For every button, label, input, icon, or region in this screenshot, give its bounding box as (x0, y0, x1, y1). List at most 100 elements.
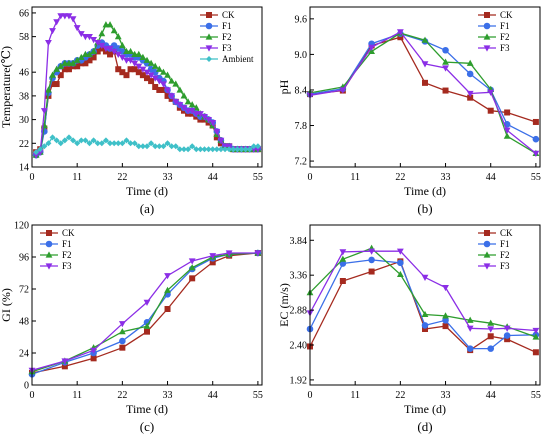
data-point (164, 306, 171, 312)
legend-marker (483, 22, 491, 30)
data-point (143, 56, 151, 63)
legend-label: CK (222, 10, 235, 20)
data-point (160, 68, 167, 75)
data-point (160, 143, 167, 150)
data-point (73, 25, 81, 32)
legend-label: F3 (222, 43, 232, 53)
data-point (118, 328, 126, 335)
data-point (152, 143, 159, 150)
x-tick-label: 11 (72, 390, 82, 401)
data-point (65, 13, 73, 20)
y-tick-label: 24 (19, 349, 29, 360)
data-point (98, 30, 106, 37)
y-tick-label: 14 (19, 163, 29, 174)
data-point (180, 105, 188, 112)
legend-item-f2: F2 (478, 250, 510, 260)
data-point (397, 34, 404, 41)
legend-marker (45, 251, 53, 258)
data-point (180, 92, 188, 99)
data-point (131, 66, 138, 73)
x-tick-label: 55 (253, 172, 263, 183)
x-tick-label: 22 (395, 172, 405, 183)
data-point (368, 248, 376, 255)
data-point (532, 333, 540, 340)
data-point (139, 143, 146, 150)
data-point (254, 146, 262, 153)
data-point (172, 143, 179, 150)
y-tick-label: 96 (19, 253, 29, 264)
data-point (119, 140, 126, 147)
data-point (396, 270, 404, 278)
data-point (119, 69, 126, 76)
plot-frame (309, 6, 541, 168)
legend-item-f1: F1 (478, 239, 510, 249)
data-point (421, 61, 429, 68)
data-point (114, 51, 122, 59)
data-point (49, 28, 56, 35)
data-point (442, 87, 449, 94)
y-tick-label: 58 (19, 32, 29, 43)
data-point (230, 146, 237, 153)
data-point (421, 36, 429, 43)
data-point (139, 66, 147, 73)
data-point (119, 337, 126, 345)
legend-label: F2 (62, 250, 72, 260)
legend-label: F1 (500, 239, 510, 249)
y-tick-label: 120 (14, 221, 29, 232)
legend-marker (206, 12, 212, 18)
data-point (86, 50, 93, 58)
x-tick-label: 55 (531, 172, 541, 183)
data-point (155, 65, 163, 72)
data-point (168, 143, 175, 150)
data-point (196, 111, 204, 118)
data-point (152, 84, 159, 90)
data-point (209, 253, 217, 260)
data-point (49, 71, 56, 78)
data-point (217, 137, 225, 144)
data-point (82, 60, 89, 67)
data-point (421, 310, 429, 318)
data-point (139, 72, 146, 79)
data-point (57, 140, 64, 147)
data-point (110, 48, 118, 56)
data-point (188, 101, 196, 108)
legend-label: F2 (222, 32, 232, 42)
legend-marker (483, 263, 491, 270)
data-point (339, 260, 347, 267)
data-point (422, 326, 428, 332)
data-point (61, 363, 68, 370)
data-point (90, 47, 98, 55)
y-tick-label: 9.0 (295, 50, 308, 61)
data-point (131, 140, 138, 147)
data-point (147, 59, 155, 66)
data-point (57, 62, 65, 69)
data-point (466, 70, 474, 78)
legend-item-ck: CK (478, 228, 513, 238)
data-point (118, 54, 126, 61)
data-point (147, 72, 155, 79)
data-point (213, 134, 220, 141)
data-point (127, 140, 134, 147)
data-point (98, 42, 106, 50)
panel-a: 0 11 22 33 44 55 14 22 30 38 46 58 66 Time (d) Tempera… (0, 6, 263, 216)
data-point (61, 137, 68, 144)
data-point (421, 274, 429, 281)
x-tick-label: 22 (395, 390, 405, 401)
data-point (532, 349, 539, 356)
data-point (487, 333, 494, 340)
data-point (209, 146, 216, 153)
series-ck (307, 258, 539, 356)
data-point (118, 41, 126, 49)
data-point (45, 86, 52, 93)
data-point (422, 79, 428, 86)
data-point (65, 66, 72, 73)
x-tick-label: 33 (163, 390, 173, 401)
panel-d: 0 11 22 33 44 55 1.92 2.40 2.88 3.36 3.84 Time (d) E… (277, 224, 541, 434)
data-point (156, 86, 163, 93)
data-point (176, 102, 184, 109)
data-point (107, 51, 114, 58)
data-point (504, 336, 511, 343)
data-point (209, 119, 217, 127)
x-tick-label: 0 (30, 390, 35, 401)
